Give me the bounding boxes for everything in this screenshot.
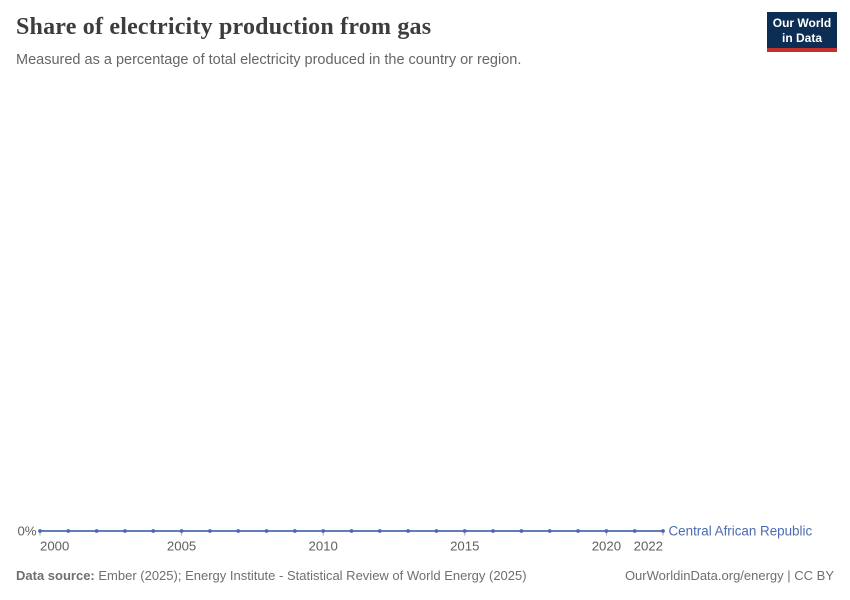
- data-point-2014[interactable]: [434, 529, 439, 533]
- page-title: Share of electricity production from gas: [16, 14, 432, 40]
- data-point-2010[interactable]: [321, 529, 326, 533]
- data-point-2019[interactable]: [576, 529, 580, 533]
- data-point-2003[interactable]: [123, 529, 127, 533]
- y-axis-label-0: 0%: [17, 524, 36, 539]
- data-point-2020[interactable]: [604, 529, 609, 533]
- owid-logo-line2: in Data: [781, 30, 822, 45]
- series-end-label[interactable]: Central African Republic: [669, 524, 813, 539]
- data-point-2001[interactable]: [66, 529, 71, 533]
- data-point-2012[interactable]: [377, 529, 382, 533]
- data-point-2011[interactable]: [349, 529, 354, 533]
- license-link[interactable]: OurWorldinData.org/energy | CC BY: [624, 568, 834, 583]
- data-point-2005[interactable]: [179, 529, 184, 533]
- x-axis-label-2005: 2005: [167, 539, 196, 554]
- data-source-text[interactable]: Data source: Ember (2025); Energy Instit…: [16, 568, 527, 583]
- x-axis-label-2010: 2010: [309, 539, 338, 554]
- chart-footer: Data source: Ember (2025); Energy Instit…: [16, 568, 834, 583]
- data-point-2000[interactable]: [38, 529, 42, 533]
- data-point-2004[interactable]: [151, 529, 156, 533]
- owid-logo-line1: Our World: [772, 16, 832, 30]
- data-point-2008[interactable]: [264, 529, 269, 533]
- x-axis-label-2020: 2020: [592, 539, 621, 554]
- data-source-value: Ember (2025); Energy Institute - Statist…: [94, 568, 527, 583]
- data-point-2021[interactable]: [632, 529, 637, 533]
- x-axis-label-2015: 2015: [450, 539, 479, 554]
- data-point-2022[interactable]: [661, 529, 665, 533]
- page-subtitle: Measured as a percentage of total electr…: [16, 52, 522, 68]
- x-axis-label-2000: 2000: [40, 539, 69, 554]
- x-axis-label-2022: 2022: [634, 539, 663, 554]
- data-point-2018[interactable]: [547, 529, 552, 533]
- data-point-2007[interactable]: [236, 529, 241, 533]
- data-point-2017[interactable]: [519, 529, 524, 533]
- data-source-label: Data source:: [16, 568, 95, 583]
- owid-logo[interactable]: Our World in Data: [767, 12, 837, 52]
- data-point-2016[interactable]: [491, 529, 495, 533]
- data-point-2002[interactable]: [94, 529, 99, 533]
- data-point-2013[interactable]: [406, 529, 411, 533]
- data-point-2009[interactable]: [292, 529, 297, 533]
- data-point-2015[interactable]: [462, 529, 467, 533]
- data-point-2006[interactable]: [208, 529, 212, 533]
